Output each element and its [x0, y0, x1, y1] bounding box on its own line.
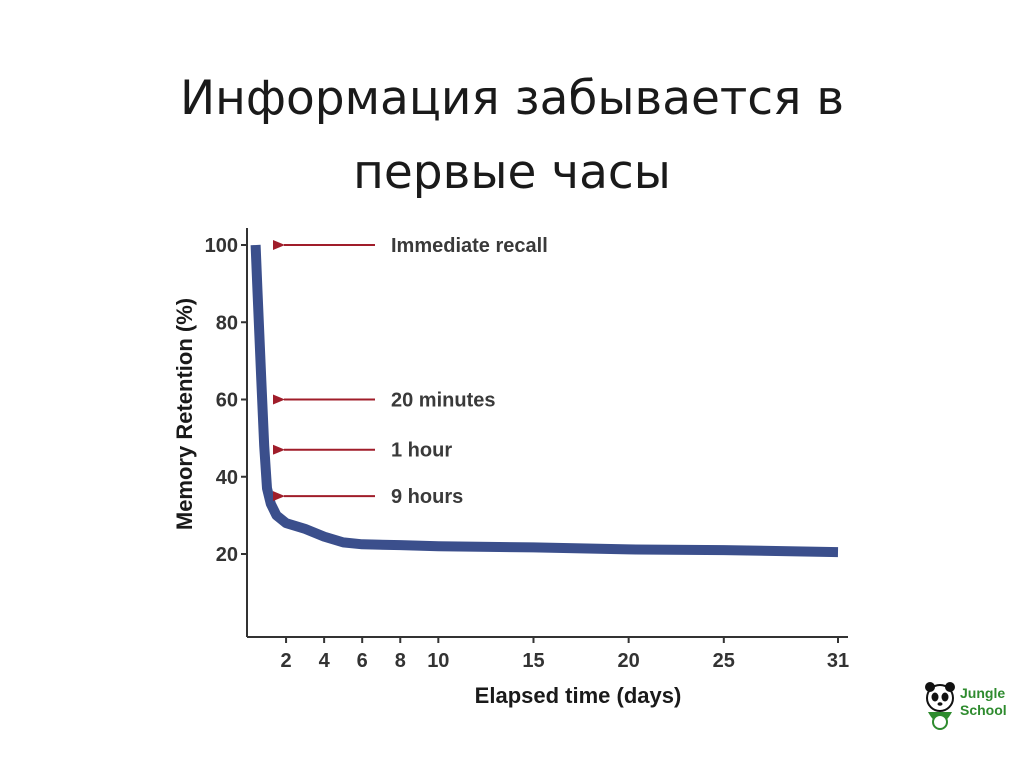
- y-tick-label: 60: [216, 390, 238, 412]
- x-tick-label: 6: [357, 650, 368, 672]
- slide-title: Информация забывается в первые часы: [60, 62, 964, 210]
- annotations: Immediate recall 20 minutes 1 hour 9 hours: [273, 235, 548, 508]
- annotation-label: 9 hours: [391, 486, 463, 508]
- x-tick-label: 8: [395, 650, 406, 672]
- y-tick-label: 80: [216, 312, 238, 334]
- annotation-label: 20 minutes: [391, 390, 495, 412]
- x-tick-label: 4: [319, 650, 331, 672]
- logo-text-line-2: School: [960, 702, 1007, 718]
- x-axis-title: Elapsed time (days): [475, 683, 682, 708]
- annotation-label: Immediate recall: [391, 235, 548, 257]
- ticks: 20 40 60 80 100 2 4 6 8 10 15 20 25 31: [205, 235, 850, 672]
- x-tick-label: 10: [427, 650, 449, 672]
- axes: [246, 228, 848, 638]
- retention-curve: [250, 244, 839, 558]
- y-tick-label: 100: [205, 235, 238, 257]
- y-tick-label: 40: [216, 467, 238, 489]
- series-layer: [250, 244, 839, 558]
- x-tick-label: 31: [827, 650, 849, 672]
- annotation-label: 1 hour: [391, 440, 452, 462]
- slide-title-line-2: первые часы: [353, 145, 671, 200]
- panda-icon: [925, 682, 955, 730]
- x-tick-label: 25: [713, 650, 735, 672]
- logo-text-line-1: Jungle: [960, 685, 1005, 701]
- y-axis-title: Memory Retention (%): [172, 298, 197, 530]
- x-tick-label: 20: [618, 650, 640, 672]
- x-tick-label: 15: [522, 650, 544, 672]
- y-tick-label: 20: [216, 544, 238, 566]
- jungle-school-logo: Jungle School: [925, 682, 1007, 730]
- slide-title-line-1: Информация забывается в: [179, 71, 845, 126]
- x-tick-label: 2: [281, 650, 292, 672]
